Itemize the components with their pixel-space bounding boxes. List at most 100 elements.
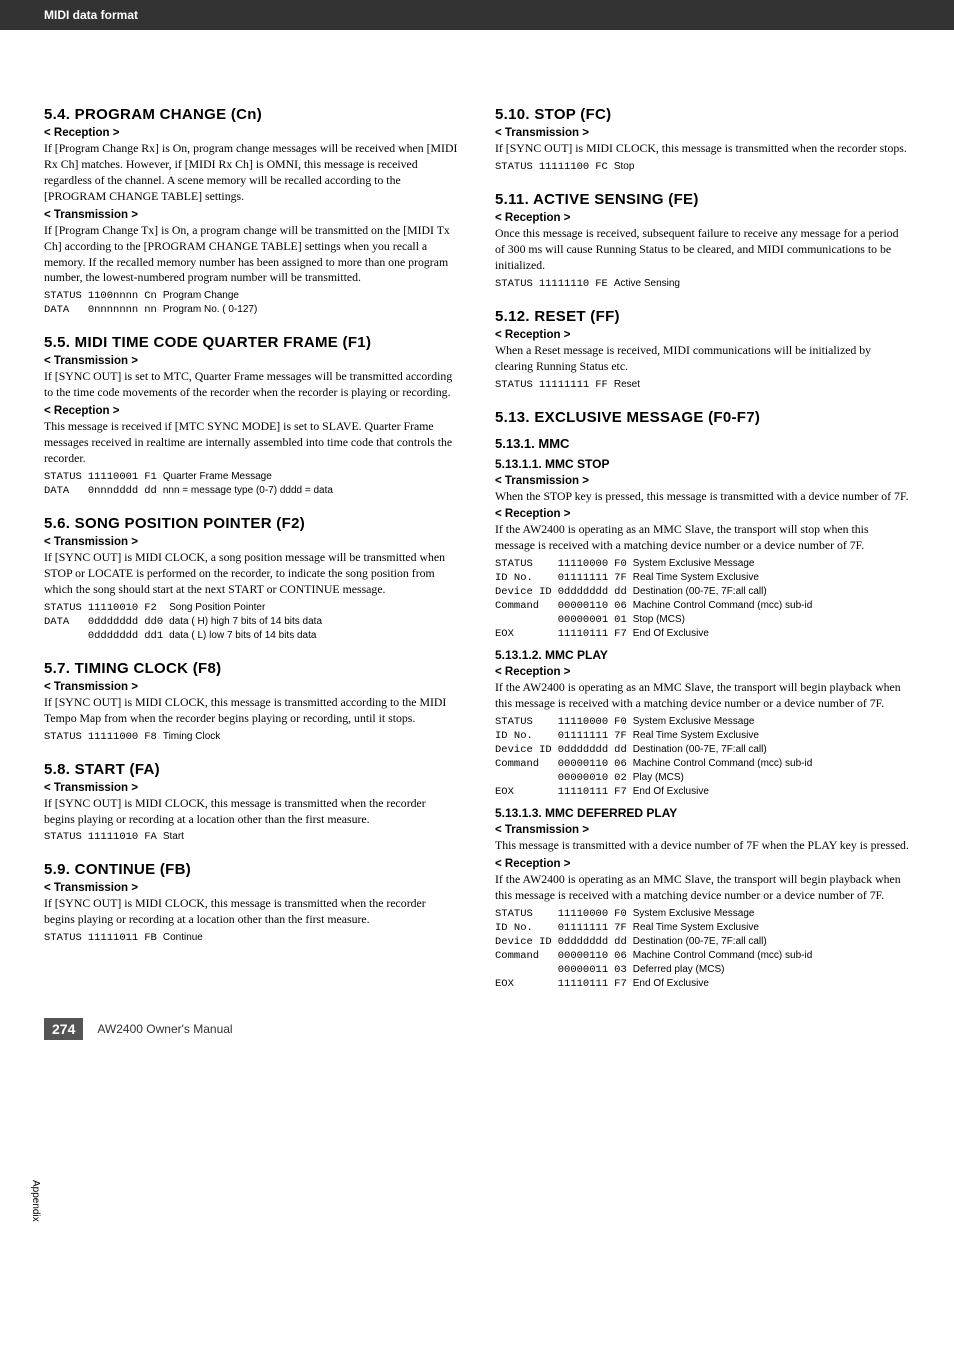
table-hex: FB <box>144 932 163 946</box>
transmission-heading: < Transmission > <box>495 475 910 487</box>
table-binary: 0ddddddd <box>558 936 614 950</box>
table-row: 0000000101Stop (MCS) <box>495 614 818 628</box>
table-row: STATUS11110000F0System Exclusive Message <box>495 716 818 730</box>
page-number: 274 <box>44 1018 83 1040</box>
body-text: Once this message is received, subsequen… <box>495 226 910 274</box>
body-text: If the AW2400 is operating as an MMC Sla… <box>495 522 910 554</box>
table-desc: System Exclusive Message <box>633 558 819 572</box>
status-table: STATUS11110000F0System Exclusive Message… <box>495 716 818 800</box>
table-desc: Machine Control Command (mcc) sub-id <box>633 600 819 614</box>
table-row: STATUS11111111FFReset <box>495 379 646 393</box>
table-desc: Machine Control Command (mcc) sub-id <box>633 758 819 772</box>
table-desc: Active Sensing <box>614 278 686 292</box>
table-desc: End Of Exclusive <box>633 628 819 642</box>
table-binary: 11110001 <box>88 471 144 485</box>
table-hex: dd1 <box>144 630 169 644</box>
body-text: This message is transmitted with a devic… <box>495 838 910 854</box>
table-label: STATUS <box>44 602 88 616</box>
table-desc: Continue <box>163 932 209 946</box>
table-binary: 00000001 <box>558 614 614 628</box>
table-binary: 11110111 <box>558 628 614 642</box>
transmission-heading: < Transmission > <box>495 824 910 836</box>
table-desc: Destination (00-7E, 7F:all call) <box>633 936 819 950</box>
table-row: STATUS11111100FCStop <box>495 161 640 175</box>
table-binary: 00000110 <box>558 950 614 964</box>
table-row: STATUS11110000F0System Exclusive Message <box>495 558 818 572</box>
table-label: ID No. <box>495 730 558 744</box>
table-label: Command <box>495 600 558 614</box>
mmc-deferred-heading: 5.13.1.3. MMC DEFERRED PLAY <box>495 806 910 820</box>
table-row: 0000001103Deferred play (MCS) <box>495 964 818 978</box>
table-hex: FC <box>595 161 614 175</box>
section-5-12-title: 5.12. RESET (FF) <box>495 308 910 325</box>
table-row: STATUS11111000F8Timing Clock <box>44 731 226 745</box>
status-table: STATUS11111011FBContinue <box>44 932 209 946</box>
header-bar: MIDI data format <box>0 0 954 30</box>
table-binary: 11110000 <box>558 908 614 922</box>
reception-heading: < Reception > <box>44 127 459 139</box>
table-desc: System Exclusive Message <box>633 908 819 922</box>
table-row: 0ddddddddd1data ( L) low 7 bits of 14 bi… <box>44 630 328 644</box>
table-desc: Machine Control Command (mcc) sub-id <box>633 950 819 964</box>
table-hex: 03 <box>614 964 633 978</box>
table-row: ID No.011111117FReal Time System Exclusi… <box>495 730 818 744</box>
table-desc: Destination (00-7E, 7F:all call) <box>633 586 819 600</box>
table-label: Device ID <box>495 936 558 950</box>
table-binary: 11111110 <box>539 278 595 292</box>
table-desc: Real Time System Exclusive <box>633 572 819 586</box>
reception-heading: < Reception > <box>495 858 910 870</box>
table-binary: 0ddddddd <box>558 586 614 600</box>
table-label: EOX <box>495 628 558 642</box>
body-text: When the STOP key is pressed, this messa… <box>495 489 910 505</box>
table-label: STATUS <box>495 716 558 730</box>
table-binary: 1100nnnn <box>88 290 144 304</box>
table-binary: 11111100 <box>539 161 595 175</box>
table-binary: 11111011 <box>88 932 144 946</box>
table-row: DATA0nnnnnnnnnProgram No. ( 0-127) <box>44 304 263 318</box>
body-text: If [Program Change Tx] is On, a program … <box>44 223 459 287</box>
table-label: STATUS <box>495 558 558 572</box>
table-binary: 01111111 <box>558 730 614 744</box>
table-row: EOX11110111F7End Of Exclusive <box>495 786 818 800</box>
table-label <box>44 630 88 644</box>
table-label: EOX <box>495 978 558 992</box>
table-desc: Reset <box>614 379 646 393</box>
table-binary: 11110000 <box>558 716 614 730</box>
table-hex: dd <box>614 744 633 758</box>
table-row: ID No.011111117FReal Time System Exclusi… <box>495 572 818 586</box>
status-table: STATUS11110001F1Quarter Frame MessageDAT… <box>44 471 339 499</box>
section-5-10-title: 5.10. STOP (FC) <box>495 106 910 123</box>
table-label: STATUS <box>44 471 88 485</box>
table-row: STATUS11110001F1Quarter Frame Message <box>44 471 339 485</box>
table-hex: nn <box>144 304 163 318</box>
reception-heading: < Reception > <box>44 405 459 417</box>
table-binary: 11111000 <box>88 731 144 745</box>
body-text: If [SYNC OUT] is MIDI CLOCK, this messag… <box>495 141 910 157</box>
transmission-heading: < Transmission > <box>44 536 459 548</box>
table-row: EOX11110111F7End Of Exclusive <box>495 628 818 642</box>
right-column: 5.10. STOP (FC) < Transmission > If [SYN… <box>495 106 910 998</box>
mmc-play-heading: 5.13.1.2. MMC PLAY <box>495 648 910 662</box>
section-5-6-title: 5.6. SONG POSITION POINTER (F2) <box>44 515 459 532</box>
body-text: If [SYNC OUT] is set to MTC, Quarter Fra… <box>44 369 459 401</box>
section-5-7-title: 5.7. TIMING CLOCK (F8) <box>44 660 459 677</box>
table-hex: Cn <box>144 290 163 304</box>
mmc-stop-heading: 5.13.1.1. MMC STOP <box>495 457 910 471</box>
table-binary: 11110010 <box>88 602 144 616</box>
table-hex: 7F <box>614 572 633 586</box>
table-label: ID No. <box>495 572 558 586</box>
table-hex: dd <box>144 485 163 499</box>
side-tab: Appendix <box>30 1180 41 1222</box>
transmission-heading: < Transmission > <box>44 209 459 221</box>
table-desc: Program No. ( 0-127) <box>163 304 263 318</box>
status-table: STATUS11111100FCStop <box>495 161 640 175</box>
table-row: Command0000011006Machine Control Command… <box>495 758 818 772</box>
table-hex: 01 <box>614 614 633 628</box>
table-row: DATA0ddddddddd0data ( H) high 7 bits of … <box>44 616 328 630</box>
table-desc: Timing Clock <box>163 731 226 745</box>
status-table: STATUS11111010FAStart <box>44 831 190 845</box>
table-label: STATUS <box>44 290 88 304</box>
table-binary: 0nnndddd <box>88 485 144 499</box>
status-table: STATUS11111110FEActive Sensing <box>495 278 686 292</box>
table-hex: 06 <box>614 758 633 772</box>
